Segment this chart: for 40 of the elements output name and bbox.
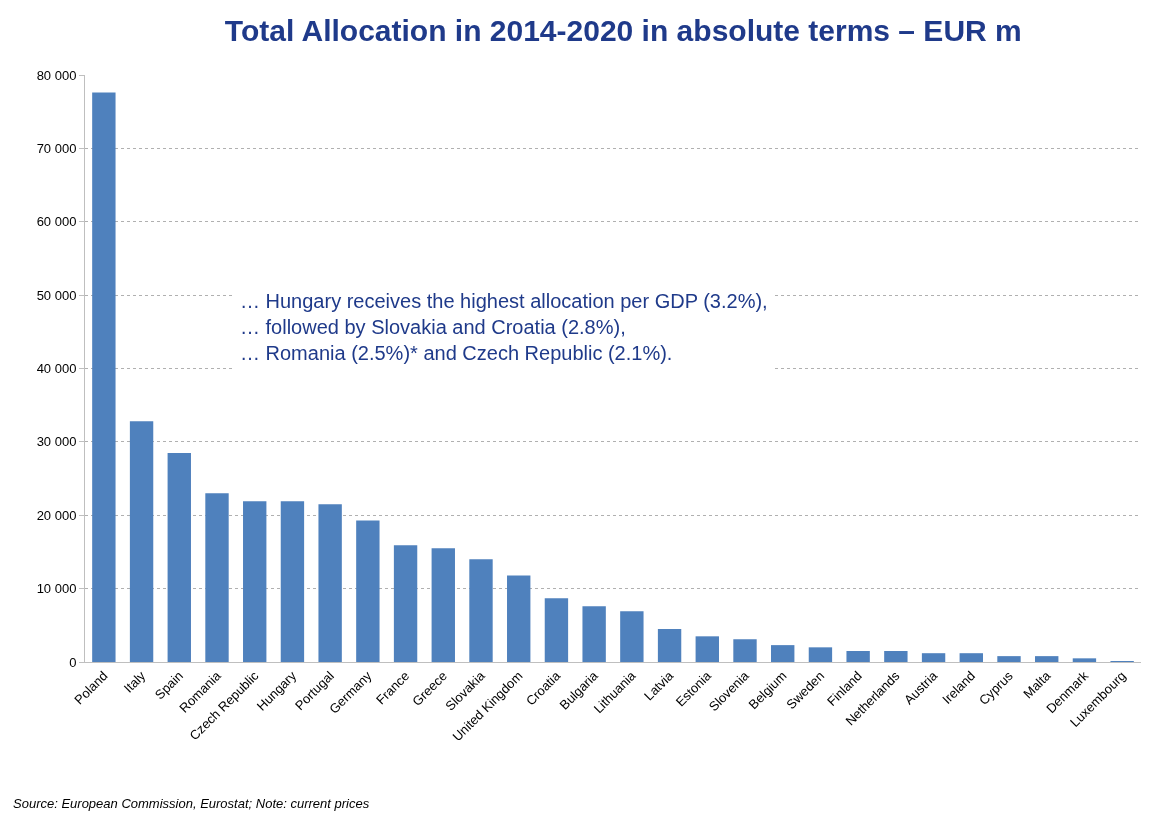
bar xyxy=(733,639,757,662)
bar xyxy=(997,656,1021,662)
bar xyxy=(582,606,606,662)
bar xyxy=(544,598,569,662)
bar xyxy=(356,520,380,662)
y-tick-label: 80 000 xyxy=(36,67,77,83)
y-tick-label: 70 000 xyxy=(36,140,77,156)
y-tick-label: 0 xyxy=(69,654,77,670)
y-tick-label: 30 000 xyxy=(36,434,77,450)
y-tick-label: 10 000 xyxy=(36,581,77,597)
bar xyxy=(657,628,682,662)
bar xyxy=(243,501,267,662)
y-tick-label: 60 000 xyxy=(36,214,77,230)
bar xyxy=(884,650,908,662)
bar xyxy=(205,493,229,662)
bar xyxy=(507,575,531,662)
y-tick-label: 40 000 xyxy=(36,361,77,377)
bar xyxy=(318,504,342,662)
bar xyxy=(92,92,116,662)
bar xyxy=(1072,658,1097,662)
bar xyxy=(771,645,795,662)
annotation: … Hungary receives the highest allocation per GDP (3.2%), … followed by Slovakia and Croatia (2.8%), … Romania (2.5%)* and Czech Republic (2.1%). xyxy=(240,290,768,364)
source-note: Source: European Commission, Eurostat; Note: current prices xyxy=(13,796,370,811)
bar xyxy=(846,650,870,662)
bar xyxy=(431,548,455,662)
bar xyxy=(167,452,191,662)
bar xyxy=(469,559,493,662)
bar xyxy=(1035,656,1059,662)
y-tick-label: 20 000 xyxy=(36,507,77,523)
bar xyxy=(921,653,946,662)
bar xyxy=(695,636,719,662)
bar xyxy=(129,421,154,662)
bar xyxy=(808,647,833,662)
chart-title: Total Allocation in 2014-2020 in absolute terms – EUR m xyxy=(224,14,1022,48)
bar xyxy=(393,545,418,662)
bar xyxy=(959,653,983,662)
y-tick-label: 50 000 xyxy=(36,287,77,303)
bar xyxy=(620,611,644,662)
bar xyxy=(280,501,305,662)
x-tick-label: Italy xyxy=(120,667,149,696)
